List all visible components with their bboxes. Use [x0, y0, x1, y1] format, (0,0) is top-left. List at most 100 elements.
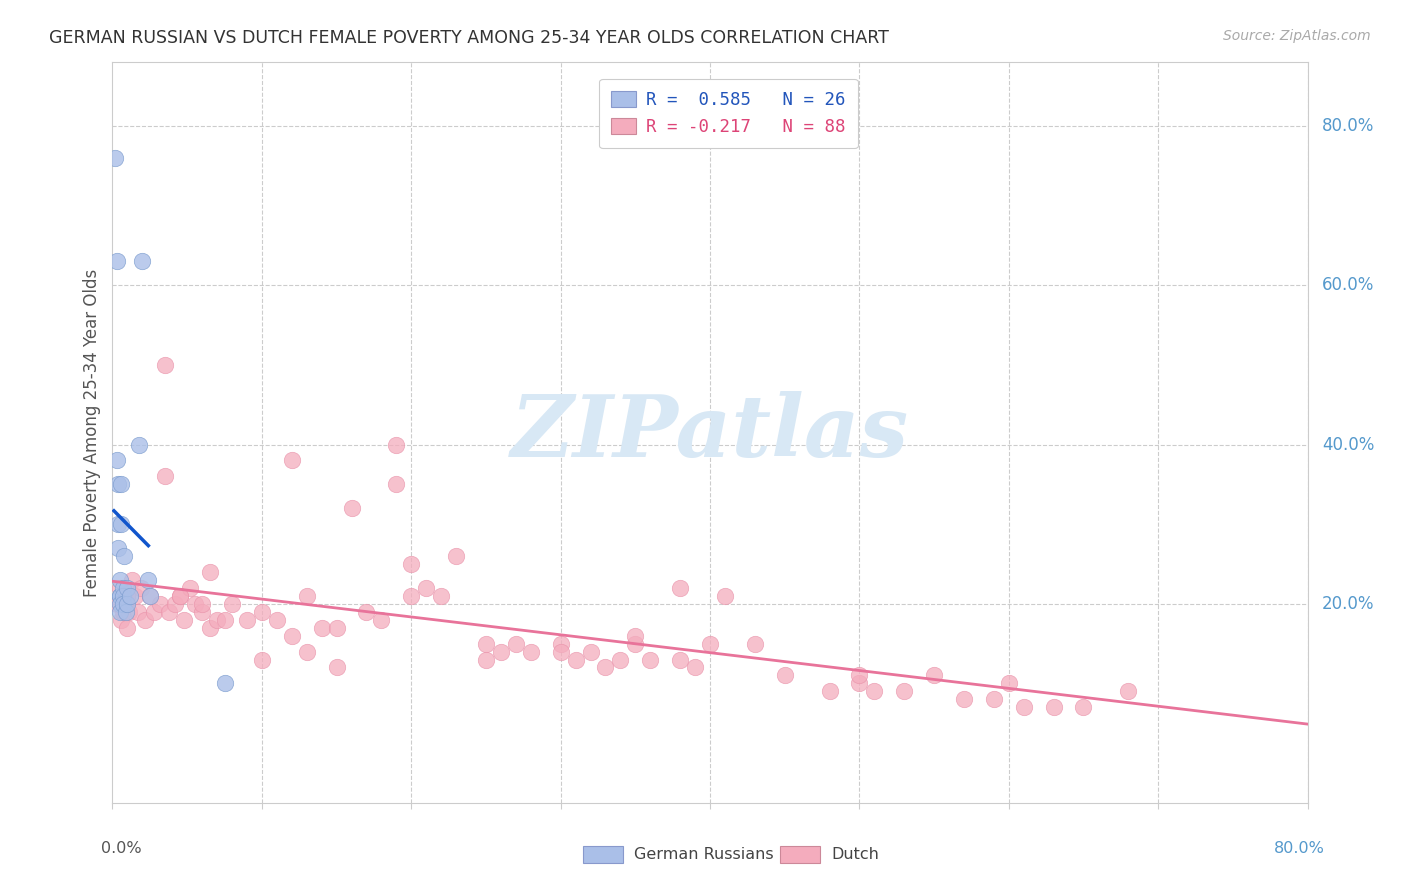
- Point: [138, 573, 160, 587]
- Point: [236, 613, 259, 627]
- Point: [505, 637, 527, 651]
- Point: [699, 637, 721, 651]
- Point: [475, 652, 498, 666]
- Point: [115, 597, 138, 611]
- Point: [108, 597, 131, 611]
- Point: [311, 621, 333, 635]
- Point: [153, 469, 176, 483]
- Point: [550, 637, 572, 651]
- Point: [169, 589, 191, 603]
- Point: [183, 597, 205, 611]
- Point: [139, 589, 162, 603]
- Point: [401, 557, 423, 571]
- Point: [922, 668, 945, 682]
- Point: [250, 605, 273, 619]
- Point: [444, 549, 467, 563]
- Point: [579, 644, 602, 658]
- Point: [356, 605, 378, 619]
- Point: [250, 652, 273, 666]
- Point: [214, 676, 236, 690]
- Point: [108, 581, 131, 595]
- Point: [107, 517, 129, 532]
- Point: [640, 652, 662, 666]
- Point: [430, 589, 453, 603]
- Point: [121, 573, 143, 587]
- Point: [520, 644, 543, 658]
- Point: [108, 605, 131, 619]
- Point: [129, 581, 152, 595]
- Text: 40.0%: 40.0%: [1322, 435, 1374, 453]
- Text: 80.0%: 80.0%: [1322, 117, 1374, 135]
- Point: [953, 692, 976, 706]
- Point: [848, 676, 870, 690]
- Point: [683, 660, 706, 674]
- Point: [1118, 684, 1140, 698]
- Point: [893, 684, 915, 698]
- Point: [714, 589, 737, 603]
- Point: [669, 581, 692, 595]
- Point: [110, 477, 132, 491]
- Point: [281, 453, 304, 467]
- Point: [117, 621, 139, 635]
- Text: ZIPatlas: ZIPatlas: [510, 391, 910, 475]
- Text: Dutch: Dutch: [831, 847, 879, 862]
- Text: 60.0%: 60.0%: [1322, 277, 1374, 294]
- Point: [153, 358, 176, 372]
- Point: [401, 589, 423, 603]
- Point: [111, 597, 134, 611]
- Text: 20.0%: 20.0%: [1322, 595, 1375, 613]
- Point: [111, 589, 134, 603]
- Point: [117, 597, 139, 611]
- Point: [173, 613, 195, 627]
- Point: [128, 437, 150, 451]
- Point: [415, 581, 437, 595]
- Point: [131, 254, 153, 268]
- Point: [124, 589, 146, 603]
- Point: [370, 613, 392, 627]
- Point: [108, 589, 131, 603]
- Point: [609, 652, 631, 666]
- Point: [818, 684, 841, 698]
- Point: [295, 589, 318, 603]
- Point: [107, 541, 129, 555]
- Point: [127, 605, 149, 619]
- Point: [108, 589, 131, 603]
- Point: [198, 565, 221, 579]
- Point: [281, 629, 304, 643]
- Point: [489, 644, 512, 658]
- Point: [105, 453, 128, 467]
- Text: 0.0%: 0.0%: [101, 841, 142, 856]
- Point: [983, 692, 1005, 706]
- Point: [1012, 700, 1035, 714]
- Point: [105, 254, 128, 268]
- Point: [998, 676, 1021, 690]
- Point: [110, 517, 132, 532]
- Point: [385, 477, 408, 491]
- Point: [863, 684, 886, 698]
- Point: [214, 613, 236, 627]
- Point: [595, 660, 617, 674]
- Point: [325, 660, 347, 674]
- Point: [624, 637, 647, 651]
- Point: [550, 644, 572, 658]
- Text: Source: ZipAtlas.com: Source: ZipAtlas.com: [1223, 29, 1371, 43]
- Point: [118, 605, 141, 619]
- Point: [325, 621, 347, 635]
- Point: [149, 597, 172, 611]
- Point: [105, 597, 128, 611]
- Point: [165, 597, 187, 611]
- Point: [773, 668, 796, 682]
- Point: [385, 437, 408, 451]
- Point: [475, 637, 498, 651]
- Point: [266, 613, 288, 627]
- Point: [1042, 700, 1064, 714]
- Point: [111, 581, 134, 595]
- Point: [191, 605, 214, 619]
- Point: [115, 605, 138, 619]
- Point: [110, 613, 132, 627]
- Point: [117, 581, 139, 595]
- Point: [191, 597, 214, 611]
- Point: [564, 652, 586, 666]
- Point: [108, 573, 131, 587]
- Point: [340, 501, 363, 516]
